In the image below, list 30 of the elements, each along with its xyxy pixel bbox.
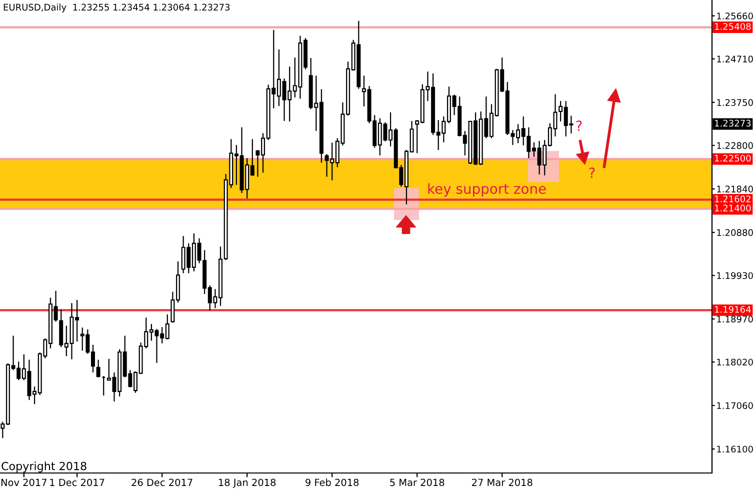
- x-tick-label: 5 Mar 2018: [390, 478, 444, 486]
- y-tick-label: 1.18020: [717, 358, 753, 366]
- candlestick: [96, 359, 100, 378]
- x-tick-label: 1 Dec 2017: [50, 478, 104, 486]
- y-tick-label: 1.25660: [717, 12, 753, 20]
- x-tick-label: 27 Mar 2018: [472, 478, 532, 486]
- text: 1.23273: [714, 120, 751, 127]
- x-tick-label: 9 Feb 2018: [306, 478, 359, 486]
- chart-title: EURUSD,Daily 1.23255 1.23454 1.23064 1.23273: [4, 4, 230, 12]
- ref-line-label: 1.21602: [714, 196, 750, 202]
- x-tick-label: 18 Jan 2018: [219, 478, 276, 488]
- ref-line-label: 1.21400: [714, 204, 751, 212]
- band-label: key support zone: [428, 183, 546, 197]
- annotation: Copyright 2018: [2, 462, 86, 472]
- y-tick-label: 1.20880: [717, 229, 753, 236]
- y-tick-label: 1.19930: [717, 272, 753, 280]
- ref-line-label: 1.25408: [714, 23, 751, 30]
- y-tick-label: 1.16100: [717, 446, 753, 453]
- y-tick-label: 1.21840: [717, 186, 753, 192]
- annotation: ?: [589, 168, 595, 178]
- x-tick-label: Nov 2017: [1, 478, 46, 486]
- annotation: ?: [576, 120, 582, 131]
- ref-line-label: 1.22500: [714, 154, 751, 162]
- y-tick-label: 1.17060: [717, 402, 753, 410]
- y-tick-label: 1.24710: [717, 56, 753, 62]
- y-tick-label: 1.18970: [717, 316, 753, 323]
- y-tick-label: 1.23750: [717, 99, 753, 106]
- ref-line-label: 1.19164: [714, 306, 751, 313]
- y-tick-label: 1.22800: [717, 142, 753, 149]
- x-tick-label: 26 Dec 2017: [132, 478, 192, 486]
